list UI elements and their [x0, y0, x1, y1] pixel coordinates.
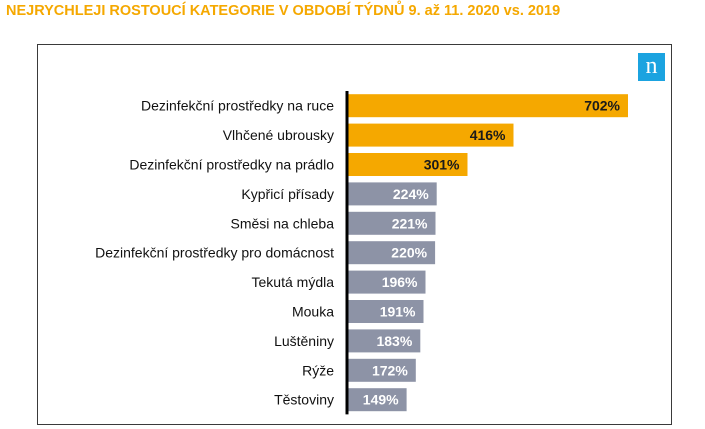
category-label: Mouka [292, 304, 334, 320]
value-label: 702% [584, 98, 620, 114]
category-label: Směsi na chleba [230, 215, 334, 231]
category-label: Tekutá mýdla [252, 274, 335, 290]
category-label: Vlhčené ubrousky [223, 127, 334, 143]
category-label: Luštěniny [274, 333, 334, 349]
value-label: 301% [424, 157, 460, 173]
value-label: 196% [382, 274, 418, 290]
bar [347, 94, 628, 118]
nielsen-logo-icon: n [638, 53, 665, 81]
bar [347, 241, 436, 265]
value-label: 183% [376, 333, 412, 349]
bar [347, 153, 468, 176]
category-label: Těstoviny [274, 392, 334, 408]
bar [347, 211, 436, 235]
category-label: Kypřicí přísady [241, 186, 334, 202]
value-label: 220% [391, 245, 427, 261]
value-label: 221% [392, 215, 428, 231]
bar [347, 300, 424, 323]
bar [347, 182, 437, 206]
value-label: 191% [380, 304, 416, 320]
category-label: Dezinfekční prostředky pro domácnost [95, 245, 334, 261]
bar [347, 123, 514, 147]
bar [347, 358, 416, 382]
bar [347, 329, 421, 353]
bar [347, 388, 407, 412]
value-label: 416% [470, 127, 506, 143]
bar [347, 270, 426, 294]
value-label: 224% [393, 186, 429, 202]
category-label: Rýže [302, 362, 334, 378]
value-label: 172% [372, 362, 408, 378]
chart-title: NEJRYCHLEJI ROSTOUCÍ KATEGORIE V OBDOBÍ … [6, 3, 561, 19]
category-label: Dezinfekční prostředky na prádlo [129, 157, 334, 173]
category-label: Dezinfekční prostředky na ruce [141, 98, 334, 114]
value-label: 149% [363, 392, 399, 408]
